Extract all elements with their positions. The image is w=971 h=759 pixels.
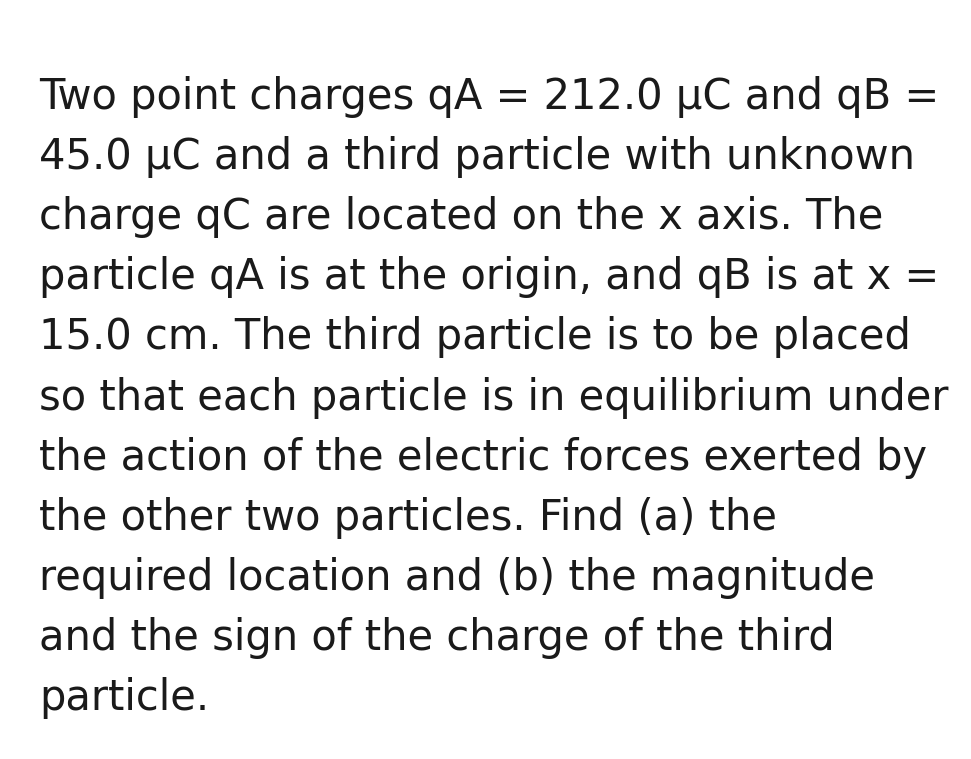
Text: Two point charges qA = 212.0 μC and qB =
45.0 μC and a third particle with unkno: Two point charges qA = 212.0 μC and qB =… xyxy=(39,76,949,720)
